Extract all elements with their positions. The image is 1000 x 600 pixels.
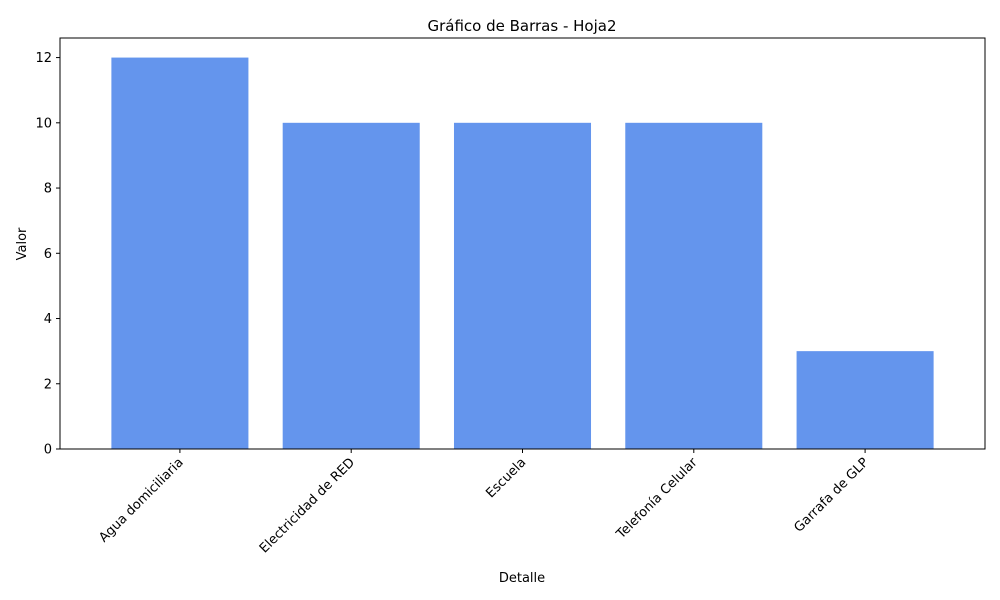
bar-0: [111, 57, 249, 449]
y-tick-label: 2: [44, 377, 52, 392]
plot-frame: [59, 37, 986, 450]
y-tick-label: 8: [44, 182, 52, 197]
x-tick-label: Escuela: [483, 455, 529, 501]
y-tick-label: 4: [44, 312, 52, 327]
x-axis-ticks: Agua domiciliaria Electricidad de RED Escu…: [96, 449, 872, 556]
y-tick-label: 12: [35, 51, 52, 66]
x-tick-label: Electricidad de RED: [257, 455, 358, 556]
bar-1: [282, 122, 420, 450]
y-tick-label: 10: [35, 116, 52, 131]
x-axis-label: Detalle: [499, 571, 545, 586]
y-axis-ticks: 0 2 4 6 8 10 12: [35, 51, 60, 458]
y-tick-label: 0: [44, 443, 52, 458]
y-axis-label: Valor: [15, 227, 30, 260]
y-tick-label: 6: [44, 247, 52, 262]
bar-2: [453, 122, 592, 450]
bar-3: [625, 122, 763, 450]
x-tick-label: Garrafa de GLP: [792, 455, 872, 535]
x-tick-label: Telefonía Celular: [613, 455, 701, 543]
chart-title: Gráfico de Barras - Hoja2: [427, 17, 616, 35]
bar-4: [796, 351, 934, 449]
x-tick-label: Agua domiciliaria: [96, 455, 186, 545]
bars-group: [111, 57, 934, 450]
